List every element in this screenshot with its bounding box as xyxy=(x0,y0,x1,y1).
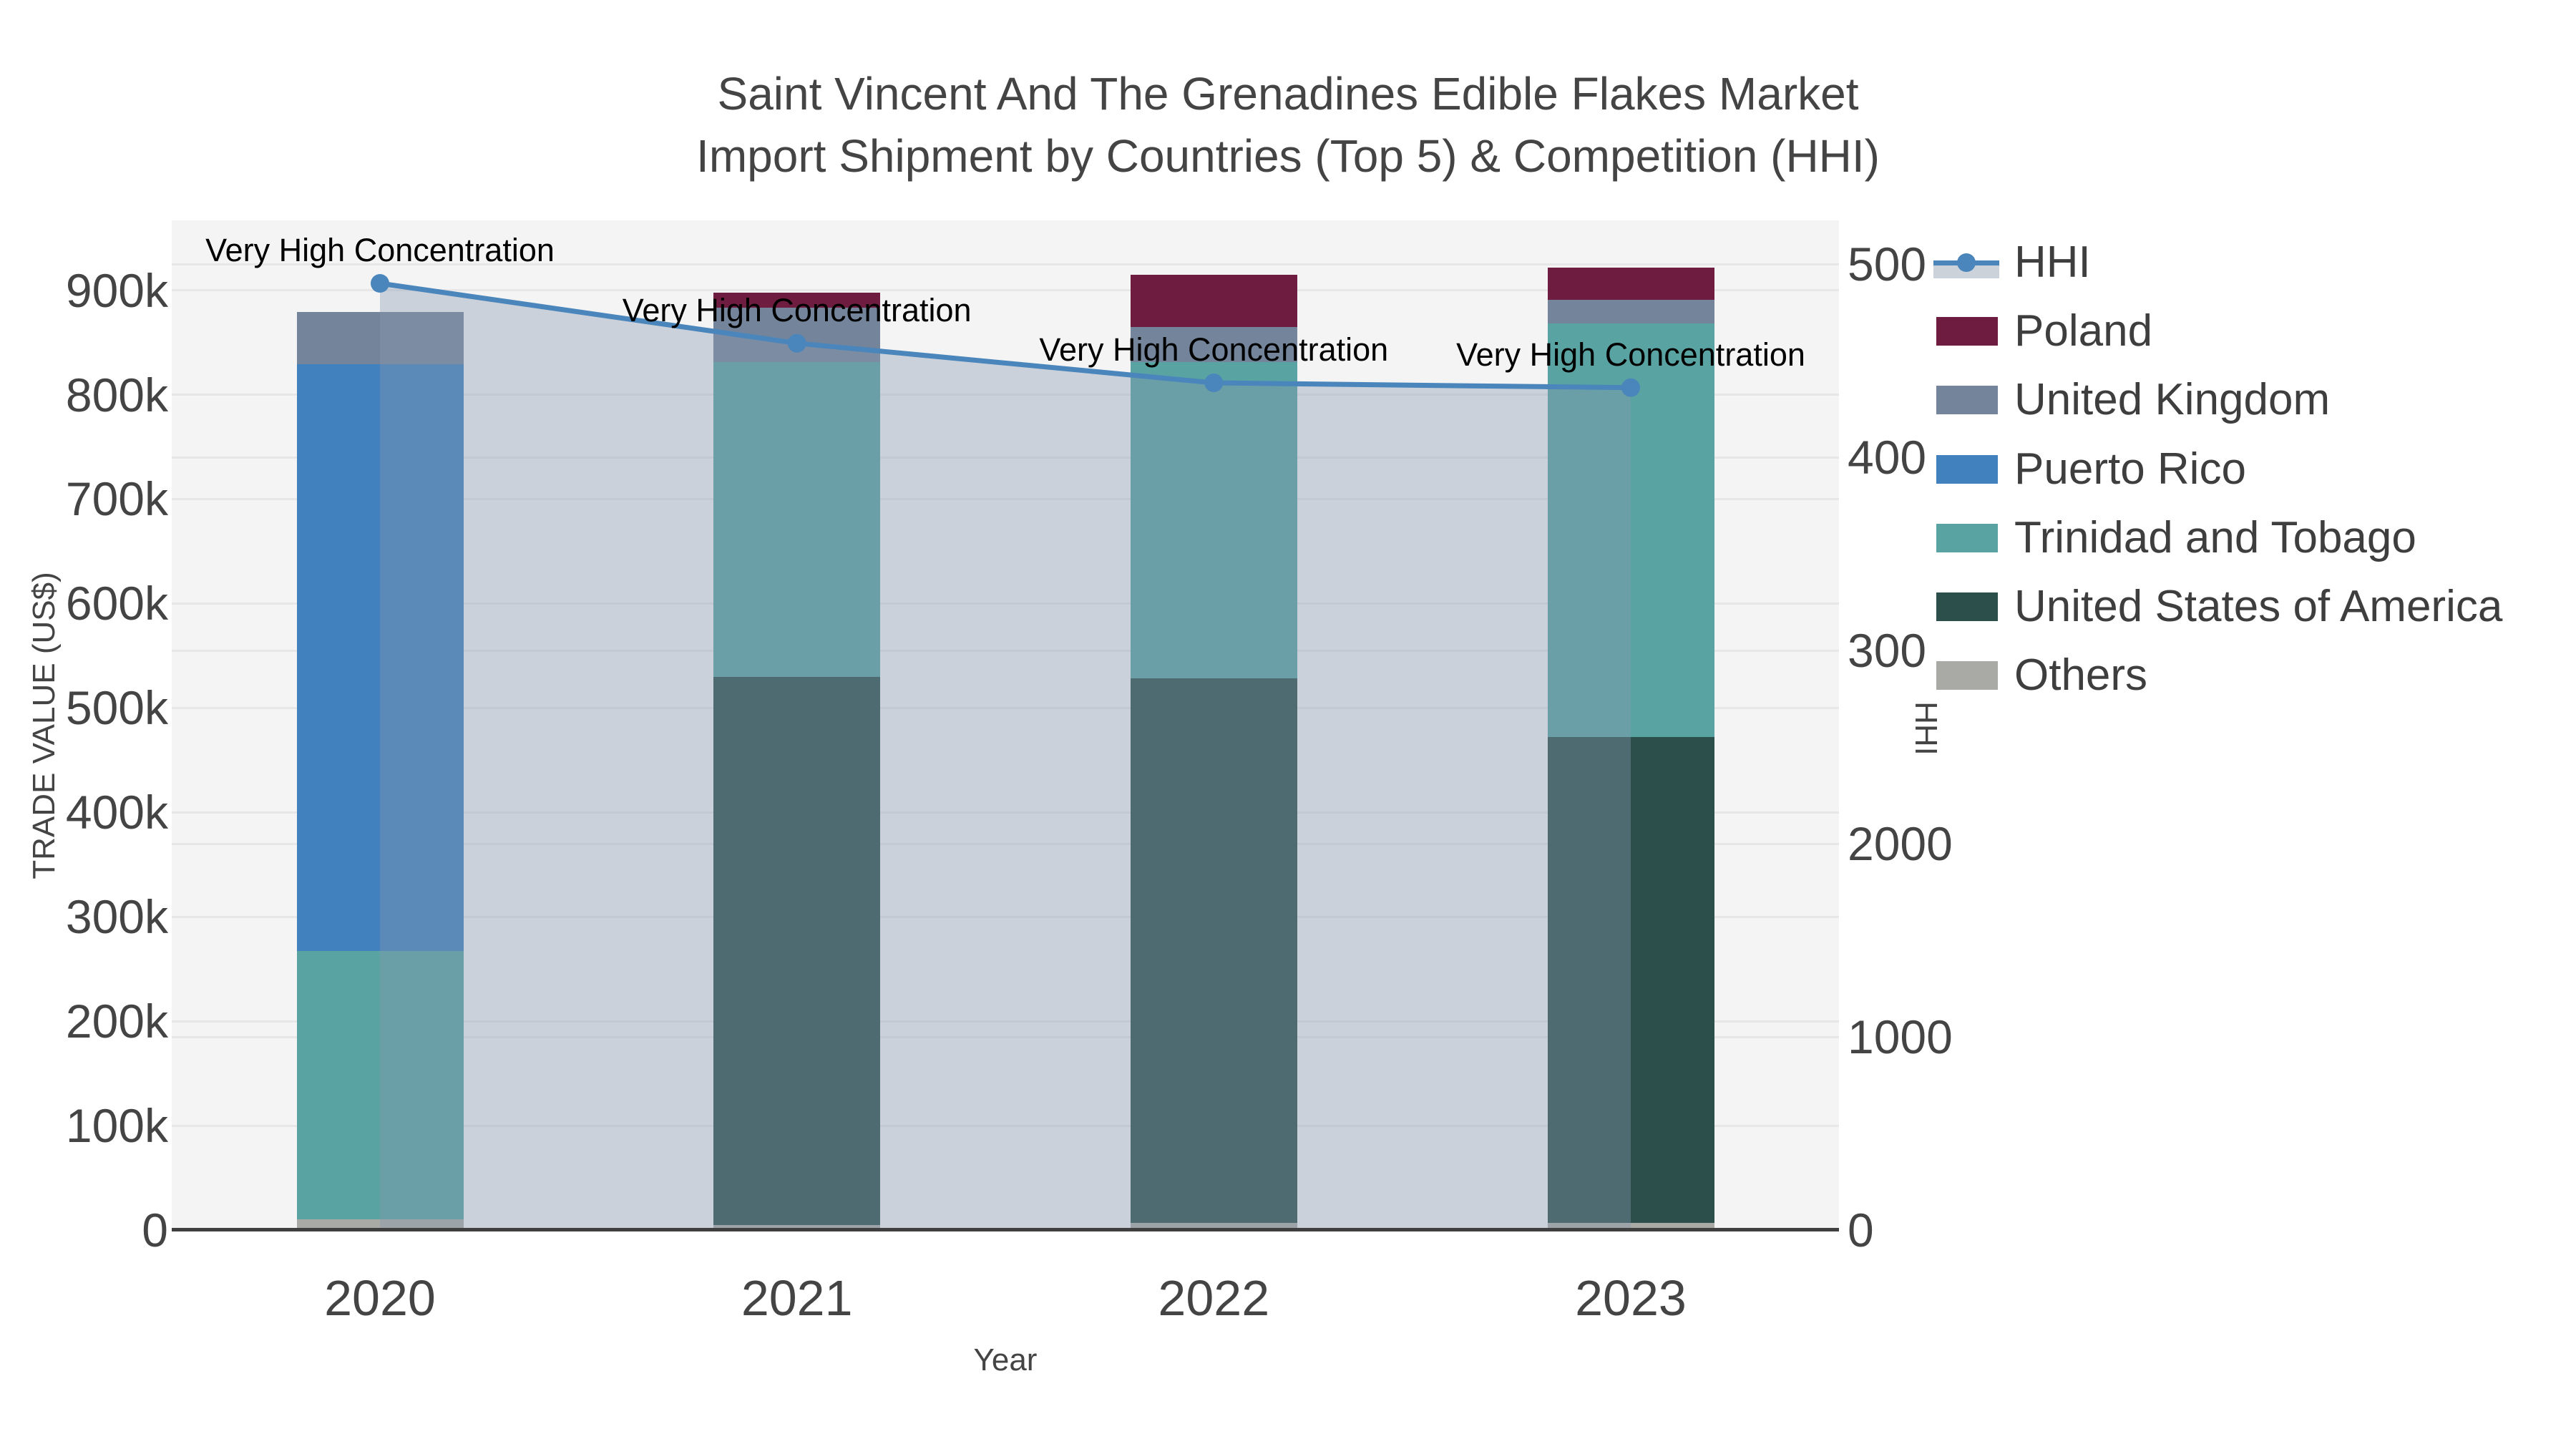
chart-title-line1: Saint Vincent And The Grenadines Edible … xyxy=(717,68,1859,119)
y-left-tick-900k: 900k xyxy=(65,263,168,317)
legend-swatch-united-kingdom xyxy=(1936,386,1998,415)
legend-label-trinidad-and-tobago: Trinidad and Tobago xyxy=(2014,512,2416,562)
y-left-tick-600k: 600k xyxy=(65,577,168,630)
chart-title-line2: Import Shipment by Countries (Top 5) & C… xyxy=(696,130,1880,182)
legend-swatch-trinidad-and-tobago xyxy=(1936,523,1998,552)
legend-label-united-kingdom: United Kingdom xyxy=(2014,375,2331,425)
y-left-tick-200k: 200k xyxy=(65,995,168,1048)
gridline-right-3000 xyxy=(172,649,1839,652)
bar-segment-2021-others xyxy=(713,1224,881,1230)
y-right-tick-1000: 1000 xyxy=(1848,1010,1953,1063)
x-tick-2022: 2022 xyxy=(1158,1270,1270,1326)
gridline-right-2000 xyxy=(172,842,1839,845)
legend-swatch-poland xyxy=(1936,317,1998,346)
gridline-left-400000 xyxy=(172,811,1839,814)
gridline-left-200000 xyxy=(172,1020,1839,1023)
gridline-left-700000 xyxy=(172,497,1839,500)
gridline-left-100000 xyxy=(172,1124,1839,1127)
bar-segment-2022-others xyxy=(1130,1222,1297,1230)
y-left-tick-500k: 500k xyxy=(65,681,168,735)
bar-segment-2020-puerto-rico xyxy=(296,364,464,952)
gridline-left-300000 xyxy=(172,915,1839,918)
bar-segment-2023-united-states-of-america xyxy=(1547,737,1714,1223)
gridline-right-1000 xyxy=(172,1035,1839,1038)
annotation-2021: Very High Concentration xyxy=(622,291,972,328)
gridline-left-600000 xyxy=(172,602,1839,605)
bar-segment-2020-united-kingdom xyxy=(296,312,464,365)
y-left-tick-0: 0 xyxy=(142,1204,168,1257)
annotation-2020: Very High Concentration xyxy=(205,232,555,268)
legend-label-puerto-rico: Puerto Rico xyxy=(2014,444,2246,494)
legend-label-poland: Poland xyxy=(2014,306,2153,356)
bar-segment-2023-trinidad-and-tobago xyxy=(1547,323,1714,738)
legend-hhi-marker xyxy=(1957,253,1976,272)
bar-segment-2020-trinidad-and-tobago xyxy=(296,951,464,1220)
annotation-2022: Very High Concentration xyxy=(1039,331,1389,369)
x-tick-2021: 2021 xyxy=(741,1270,853,1326)
y-right-tick-2000: 2000 xyxy=(1848,817,1953,870)
legend-label-others: Others xyxy=(2014,650,2148,701)
gridline-right-4000 xyxy=(172,456,1839,459)
bar-segment-2023-united-kingdom xyxy=(1547,299,1714,324)
bar-segment-2023-poland xyxy=(1547,267,1714,300)
x-tick-2020: 2020 xyxy=(324,1270,436,1326)
legend-label-hhi: HHI xyxy=(2014,238,2091,287)
gridline-right-5000 xyxy=(172,263,1839,265)
annotation-2023: Very High Concentration xyxy=(1456,336,1805,373)
x-axis-title: Year xyxy=(973,1342,1038,1377)
bar-segment-2022-poland xyxy=(1130,274,1297,327)
legend-hhi-line-swatch xyxy=(1933,241,1999,284)
y-left-tick-800k: 800k xyxy=(65,368,168,421)
legend-swatch-united-states-of-america xyxy=(1936,592,1998,621)
gridline-left-500000 xyxy=(172,706,1839,709)
y-right-tick-0: 0 xyxy=(1848,1204,1874,1257)
bar-segment-2022-united-states-of-america xyxy=(1130,678,1297,1223)
y-right-tick-4000: 400 xyxy=(1848,431,1927,484)
bar-segment-2020-others xyxy=(296,1219,464,1230)
x-axis-line xyxy=(172,1228,1839,1231)
bar-segment-2022-trinidad-and-tobago xyxy=(1130,362,1297,679)
y-right-axis-title: HHI xyxy=(1908,701,1943,756)
legend-swatch-puerto-rico xyxy=(1936,454,1998,484)
bar-segment-2021-trinidad-and-tobago xyxy=(713,362,881,677)
legend-label-united-states-of-america: United States of America xyxy=(2014,582,2503,631)
bar-segment-2021-united-states-of-america xyxy=(713,676,881,1225)
y-left-tick-400k: 400k xyxy=(65,786,168,839)
y-right-tick-5000: 500 xyxy=(1848,238,1927,291)
legend-swatch-others xyxy=(1936,661,1998,691)
y-right-tick-3000: 300 xyxy=(1848,624,1927,677)
y-left-tick-700k: 700k xyxy=(65,472,168,526)
y-left-axis-title: TRADE VALUE (US$) xyxy=(26,572,62,879)
y-left-tick-100k: 100k xyxy=(65,1099,168,1153)
chart-title: Saint Vincent And The Grenadines Edible … xyxy=(0,63,2576,187)
gridline-left-800000 xyxy=(172,394,1839,396)
y-left-tick-300k: 300k xyxy=(65,890,168,944)
bar-segment-2023-others xyxy=(1547,1222,1714,1230)
x-tick-2023: 2023 xyxy=(1575,1270,1687,1326)
